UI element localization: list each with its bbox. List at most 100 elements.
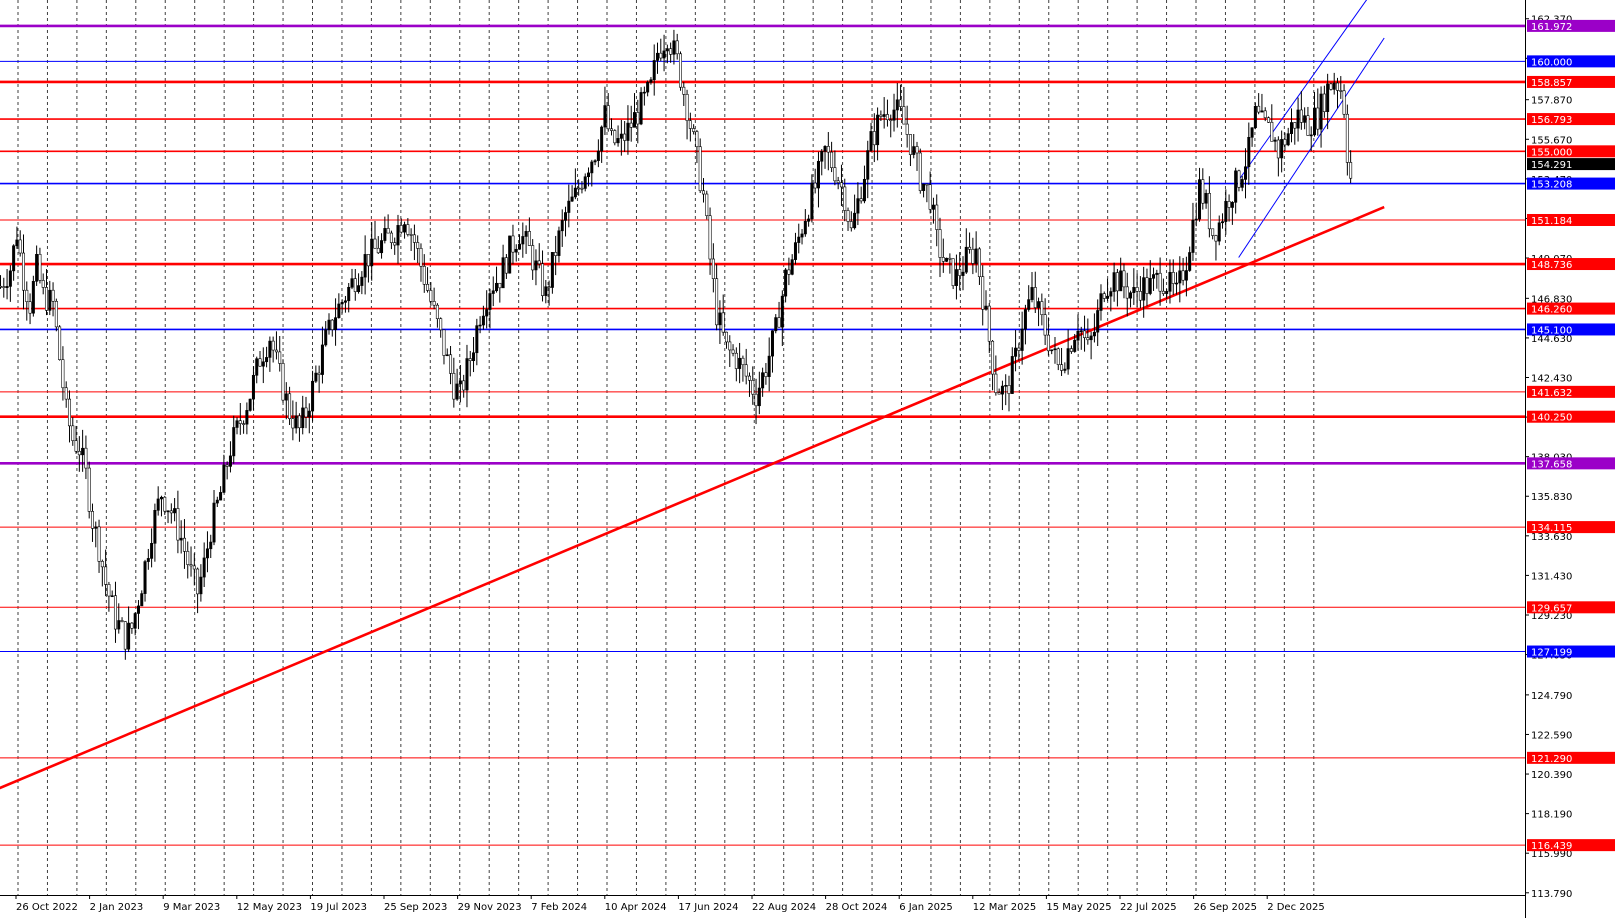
candle-body <box>439 318 443 331</box>
level-tag-label: 141.632 <box>1531 388 1572 399</box>
candle-body <box>1132 287 1136 294</box>
candle-body <box>268 340 272 358</box>
candle-body <box>1152 274 1156 279</box>
candle-body <box>810 182 814 220</box>
candle-body <box>130 622 134 629</box>
candle-body <box>189 564 193 567</box>
candle-body <box>1250 127 1254 138</box>
candle-body <box>836 180 840 183</box>
candle-body <box>925 183 929 186</box>
candle-body <box>797 236 801 243</box>
candle-body <box>534 260 538 271</box>
candle-body <box>885 114 889 121</box>
level-tag <box>1527 645 1615 658</box>
level-tag <box>1527 145 1615 158</box>
candle-body <box>186 551 190 565</box>
candle-body <box>603 105 607 128</box>
candle-body <box>1286 133 1290 146</box>
candle-body <box>156 498 160 511</box>
candle-body <box>458 380 462 385</box>
time-tick-label: 26 Sep 2025 <box>1194 902 1257 913</box>
candle-body <box>793 242 797 260</box>
candle-body <box>1339 90 1343 92</box>
candle-body <box>1309 134 1313 137</box>
level-tag <box>1527 457 1615 470</box>
candle-body <box>958 269 962 276</box>
vertical-grid <box>17 0 1315 895</box>
candle-body <box>452 373 456 400</box>
candle-body <box>889 119 893 122</box>
level-tag-label: 121.290 <box>1531 754 1572 765</box>
time-tick-label: 12 May 2023 <box>237 902 302 913</box>
candle-body <box>25 289 29 302</box>
candle-body <box>1322 93 1326 112</box>
candle-body <box>1276 139 1280 159</box>
candle-body <box>117 620 121 630</box>
time-tick-label: 22 Aug 2024 <box>752 902 816 913</box>
candle-body <box>38 254 42 281</box>
candle-body <box>179 537 183 541</box>
candle-body <box>524 231 528 237</box>
candle-body <box>163 496 167 512</box>
candle-body <box>1096 310 1100 333</box>
candle-body <box>435 304 439 319</box>
time-tick-label: 9 Mar 2023 <box>163 902 220 913</box>
candle-body <box>629 122 633 128</box>
candle-body <box>1244 166 1248 180</box>
time-tick-label: 10 Apr 2024 <box>605 902 667 913</box>
candle-body <box>8 270 12 287</box>
candle-body <box>61 359 65 389</box>
candle-body <box>833 167 837 182</box>
candle-body <box>212 502 216 543</box>
candle-body <box>971 249 975 264</box>
channel-line-upper <box>1238 0 1368 181</box>
candle-body <box>389 232 393 243</box>
candle-body <box>1247 136 1251 168</box>
candle-body <box>5 286 9 288</box>
candle-body <box>442 329 446 356</box>
level-tag <box>1527 213 1615 226</box>
candle-body <box>123 621 127 650</box>
candle-body <box>199 576 203 595</box>
candle-body <box>682 86 686 95</box>
candle-body <box>74 440 78 452</box>
candle-body <box>981 276 985 310</box>
candle-body <box>475 325 479 354</box>
time-tick-label: 12 Mar 2025 <box>973 902 1036 913</box>
candle-body <box>1017 347 1021 351</box>
candle-body <box>291 418 295 429</box>
candle-body <box>1046 334 1050 352</box>
candle-body <box>495 282 499 292</box>
candle-body <box>899 99 903 107</box>
candle-body <box>340 302 344 305</box>
candle-body <box>84 447 88 469</box>
candle-body <box>1201 179 1205 204</box>
candle-body <box>278 351 282 364</box>
candle-body <box>672 40 676 55</box>
candle-body <box>150 543 154 559</box>
candle-body <box>462 380 466 391</box>
candle-body <box>508 235 512 274</box>
candle-body <box>649 79 653 83</box>
candle-body <box>1066 348 1070 370</box>
price-tick-label: 142.430 <box>1531 373 1572 384</box>
candle-body <box>1050 349 1054 352</box>
candle-body <box>1230 202 1234 208</box>
candle-body <box>1349 162 1353 179</box>
candle-body <box>107 584 111 597</box>
candle-body <box>232 427 236 457</box>
candle-body <box>968 246 972 250</box>
candle-body <box>2 286 6 288</box>
candle-body <box>1175 282 1179 285</box>
candle-body <box>895 99 899 111</box>
candle-body <box>64 387 68 400</box>
candle-body <box>879 114 883 117</box>
candle-body <box>1165 291 1169 294</box>
time-axis: 26 Oct 2022 2 Jan 2023 9 Mar 2023 12 May 20… <box>0 895 1525 913</box>
candle-body <box>166 510 170 513</box>
candle-body <box>790 259 794 275</box>
candle-body <box>1217 222 1221 242</box>
candle-body <box>1109 291 1113 297</box>
